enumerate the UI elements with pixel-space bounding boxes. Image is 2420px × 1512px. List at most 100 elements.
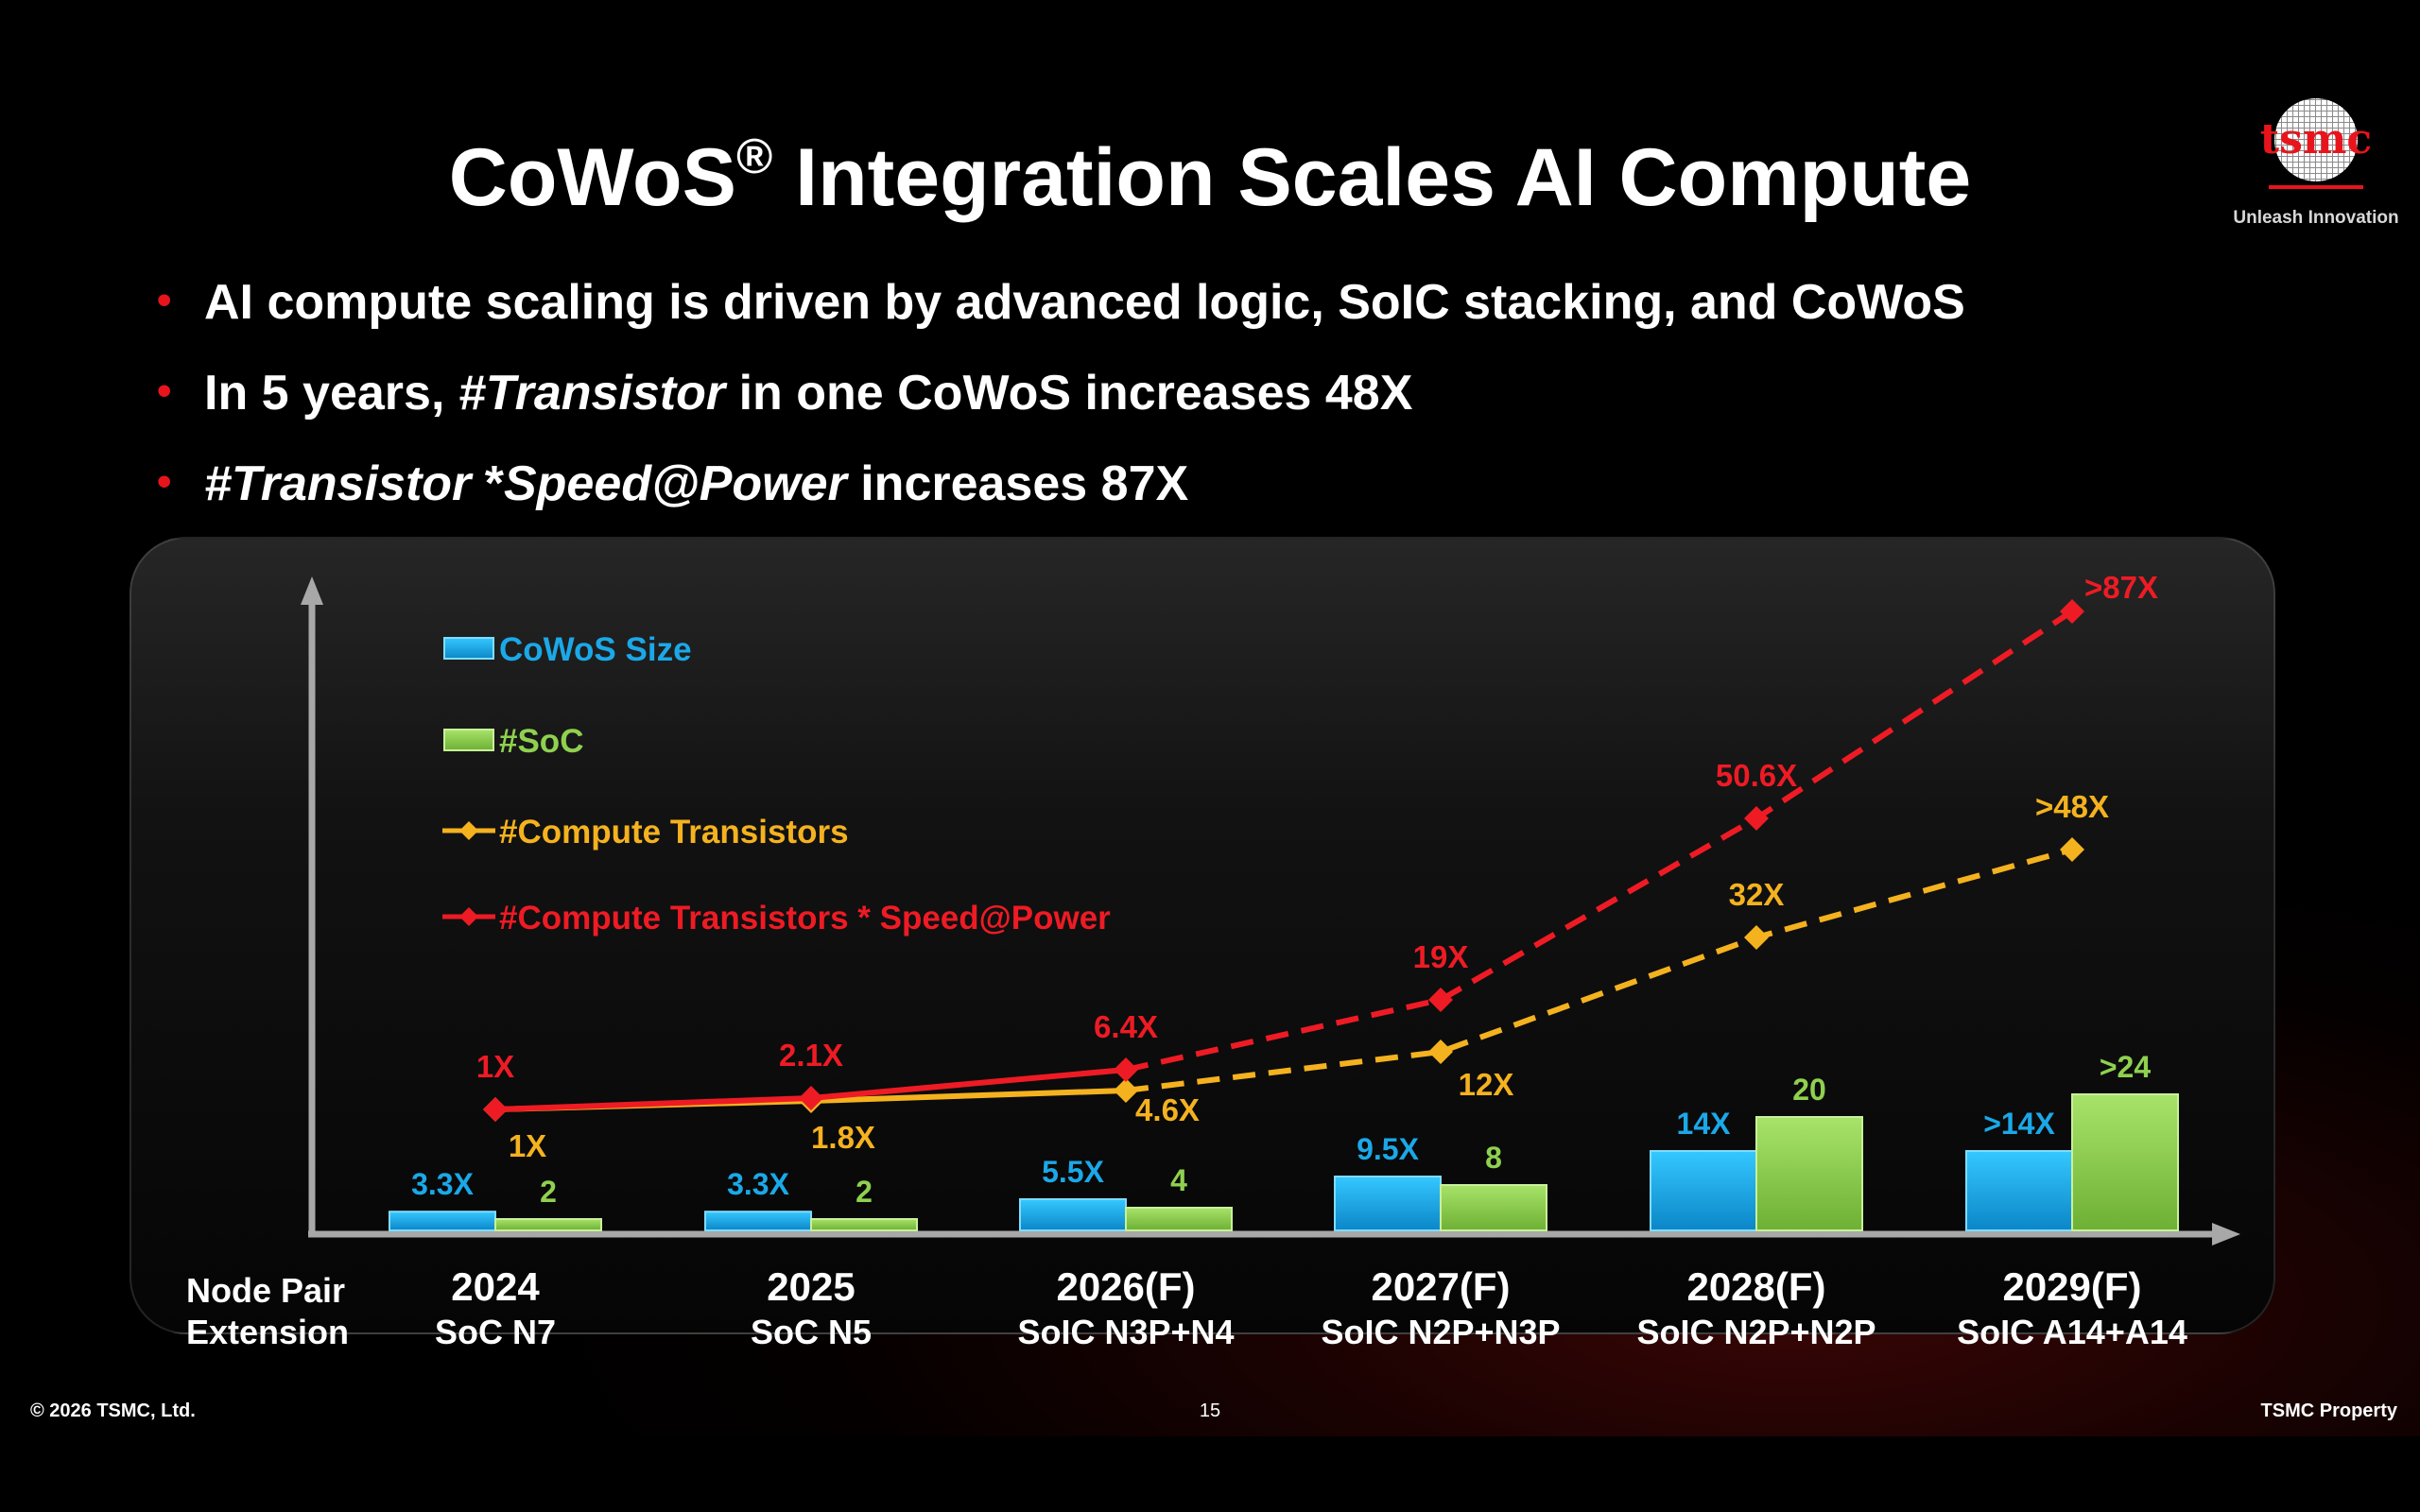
bullet-2-post: in one CoWoS increases 48X (725, 366, 1413, 421)
chart-legend: CoWoS Size #SoC #Compute Transistors #Compu… (442, 631, 1111, 936)
soc-label-5: >24 (2100, 1050, 2151, 1084)
page-number: 15 (1199, 1400, 1221, 1421)
speed-label-4: 50.6X (1716, 758, 1797, 793)
bar-marks (389, 1093, 2179, 1231)
bullet-2-text: In 5 years, #Transistor in one CoWoS inc… (204, 365, 1412, 421)
cowos-size-bar-2 (1019, 1198, 1127, 1231)
legend-compute-marker (459, 821, 478, 840)
category-label-1: 2025 (767, 1264, 855, 1309)
wafer-icon (2274, 98, 2358, 181)
compute-line-forecast (1125, 847, 2073, 1093)
soc-label-0: 2 (540, 1175, 557, 1209)
logo-underline (2269, 185, 2363, 189)
speed-label-5: >87X (2084, 570, 2158, 605)
category-label-4: 2028(F) (1686, 1264, 1825, 1309)
logo-wordmark: tsmc (2260, 115, 2372, 163)
category-sublabel-1: SoC N5 (751, 1313, 872, 1351)
soc-bar-2 (1125, 1207, 1233, 1231)
speed-line-forecast (1125, 609, 2074, 1073)
compute-label-5: >48X (2035, 789, 2109, 824)
bullet-1-text: AI compute scaling is driven by advanced… (204, 275, 1965, 330)
bullet-dot-icon: • (157, 368, 172, 414)
soc-bar-3 (1440, 1184, 1547, 1231)
speed-point-0 (483, 1097, 508, 1122)
cowos-size-bar-4 (1650, 1150, 1757, 1231)
speed-label-2: 6.4X (1094, 1009, 1158, 1044)
page-title: CoWoS® Integration Scales AI Compute (0, 130, 2420, 225)
chart-axes (301, 576, 2240, 1246)
registered-mark: ® (735, 129, 773, 184)
tsmc-logo: tsmc (2260, 98, 2372, 189)
legend-soc-label: #SoC (499, 723, 583, 760)
cowos-size-label-5: >14X (1983, 1107, 2055, 1141)
speed-point-5 (2060, 599, 2084, 624)
soc-bar-1 (810, 1218, 918, 1231)
legend-cowos-size-label: CoWoS Size (499, 631, 692, 668)
category-label-5: 2029(F) (2002, 1264, 2141, 1309)
growth-chart: 3.3X 3.3X 5.5X 9.5X 14X >14X 2 2 4 8 20 >24 1X 1.8X 4.… (186, 570, 2240, 1351)
legend-cowos-size-swatch (443, 637, 494, 660)
speed-point-2 (1114, 1057, 1138, 1082)
y-axis-arrow-icon (301, 576, 323, 605)
compute-label-0: 1X (509, 1128, 546, 1163)
legend-compute-label: #Compute Transistors (499, 814, 849, 850)
category-sublabel-2: SoIC N3P+N4 (1017, 1313, 1234, 1351)
speed-point-3 (1428, 988, 1453, 1012)
speed-point-1 (799, 1086, 823, 1110)
category-sublabel-3: SoIC N2P+N3P (1321, 1313, 1560, 1351)
soc-label-4: 20 (1792, 1073, 1826, 1107)
compute-point-2 (1114, 1078, 1138, 1103)
category-sublabel-4: SoIC N2P+N2P (1636, 1313, 1876, 1351)
soc-label-3: 8 (1485, 1141, 1502, 1175)
soc-label-2: 4 (1170, 1163, 1187, 1197)
compute-label-4: 32X (1729, 877, 1785, 912)
footer-copyright: © 2026 TSMC, Ltd. (30, 1400, 196, 1421)
compute-point-3 (1428, 1040, 1453, 1064)
tagline: Unleash Innovation (2233, 208, 2399, 228)
x-axis-labels: Node Pair Extension 2024 SoC N7 2025 SoC N5… (186, 1264, 2187, 1351)
legend-soc-swatch (443, 729, 494, 751)
data-labels: 3.3X 3.3X 5.5X 9.5X 14X >14X 2 2 4 8 20 >24 1X 1.8X 4.… (411, 570, 2158, 1209)
cowos-size-label-0: 3.3X (411, 1167, 474, 1201)
category-sublabel-0: SoC N7 (435, 1313, 556, 1351)
category-label-0: 2024 (451, 1264, 540, 1309)
category-sublabel-5: SoIC A14+A14 (1957, 1313, 2187, 1351)
bullet-dot-icon: • (157, 277, 172, 323)
compute-point-5 (2060, 837, 2084, 862)
row-header-2: Extension (186, 1313, 349, 1351)
cowos-size-bar-5 (1965, 1150, 2073, 1231)
cowos-size-label-2: 5.5X (1042, 1155, 1104, 1189)
soc-bar-5 (2071, 1093, 2179, 1231)
cowos-size-label-4: 14X (1677, 1107, 1732, 1141)
compute-label-2: 4.6X (1135, 1092, 1200, 1127)
cowos-size-label-1: 3.3X (727, 1167, 789, 1201)
bullet-3-text: #Transistor *Speed@Power increases 87X (204, 455, 1188, 512)
speed-label-3: 19X (1413, 939, 1469, 974)
bullet-3-mid: * (471, 456, 504, 511)
footer-property: TSMC Property (2260, 1400, 2397, 1421)
row-header-1: Node Pair (186, 1271, 345, 1310)
x-axis-arrow-icon (2212, 1223, 2240, 1246)
soc-bar-4 (1755, 1116, 1863, 1231)
line-marks (483, 599, 2084, 1122)
speed-label-1: 2.1X (779, 1038, 843, 1073)
cowos-size-bar-3 (1334, 1176, 1442, 1231)
bullet-dot-icon: • (157, 458, 172, 505)
cowos-size-bar-1 (704, 1211, 812, 1231)
category-label-2: 2026(F) (1056, 1264, 1195, 1309)
compute-point-4 (1744, 925, 1769, 950)
legend-speed-label: #Compute Transistors * Speed@Power (499, 900, 1111, 936)
bullet-3-em: #Transistor (204, 456, 472, 511)
chart-panel (130, 537, 2275, 1334)
soc-bar-0 (494, 1218, 602, 1231)
speed-point-4 (1744, 806, 1769, 831)
cowos-size-label-3: 9.5X (1357, 1132, 1419, 1166)
compute-label-1: 1.8X (811, 1120, 875, 1155)
bullet-2-pre: In 5 years, (204, 366, 458, 421)
category-label-3: 2027(F) (1371, 1264, 1510, 1309)
bottom-bar (0, 1436, 2420, 1512)
legend-speed-marker (459, 907, 478, 926)
speed-label-0: 1X (476, 1049, 514, 1084)
bullet-3-post: increases 87X (846, 456, 1189, 511)
compute-label-3: 12X (1459, 1067, 1514, 1102)
